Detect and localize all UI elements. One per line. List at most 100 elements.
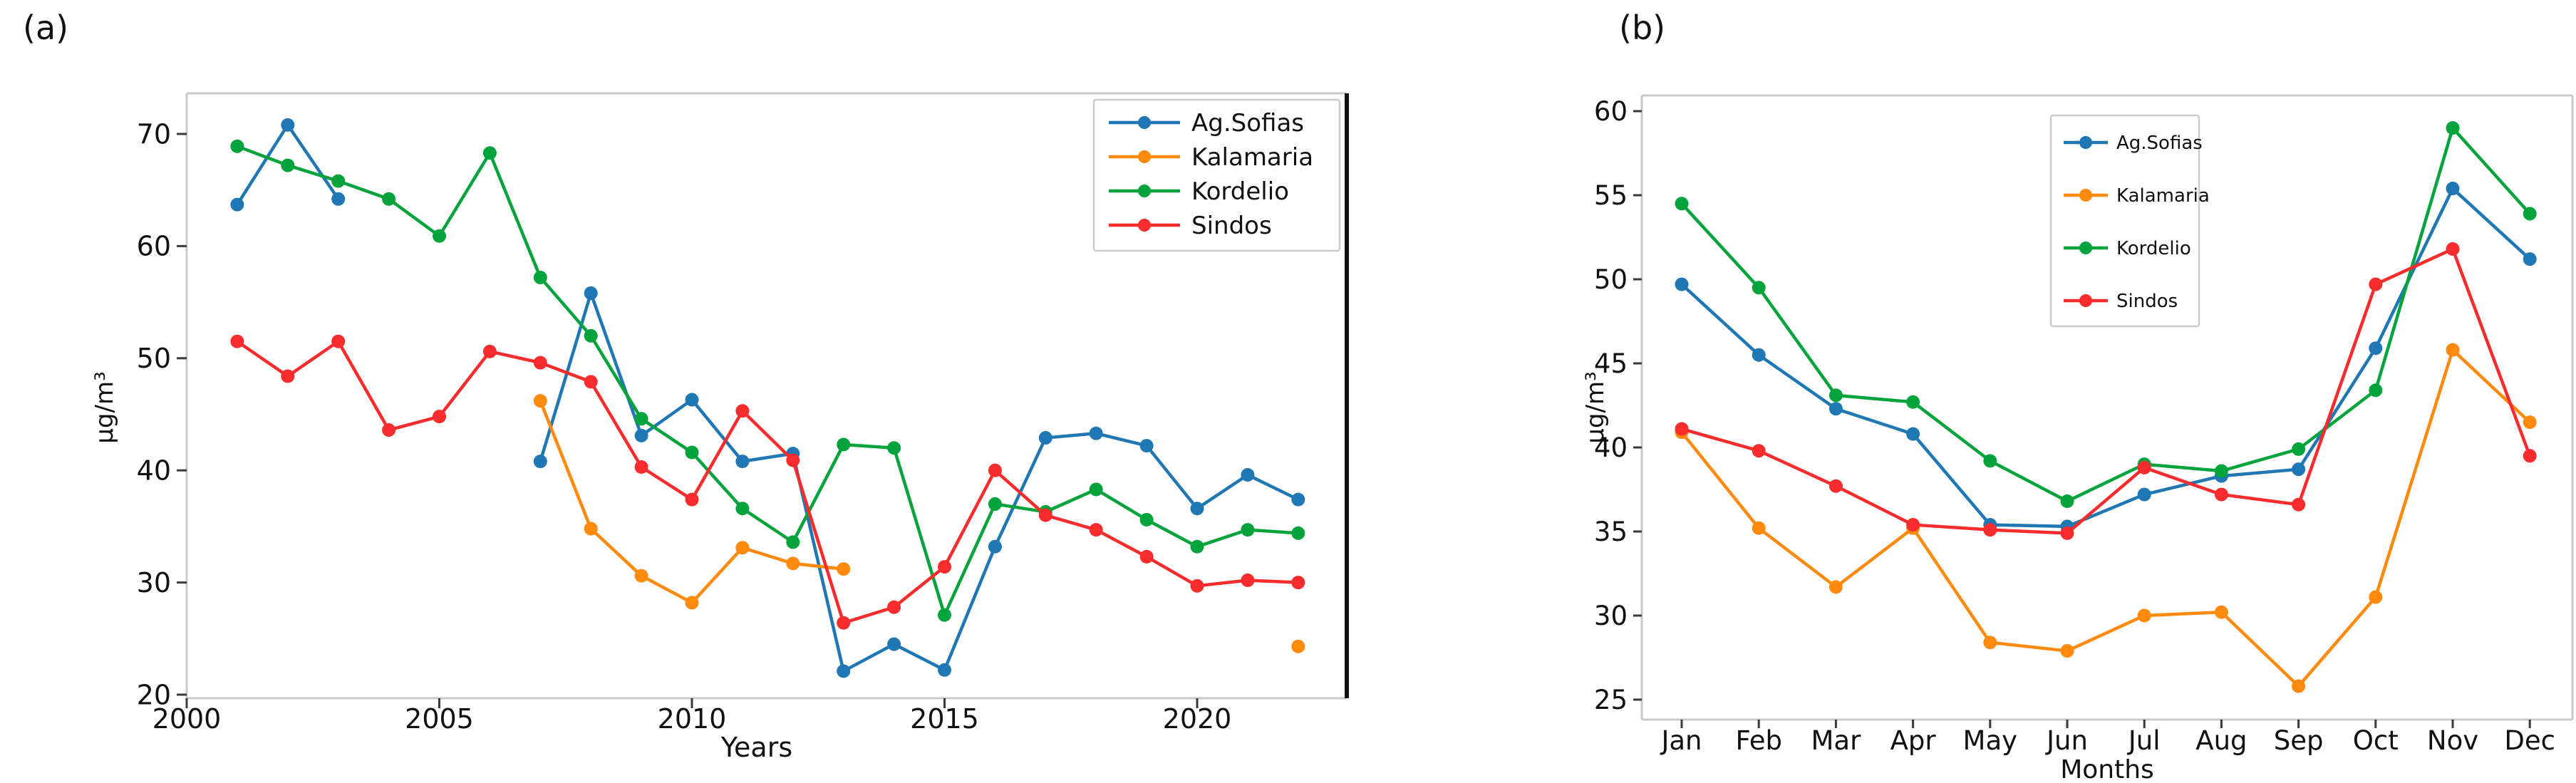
data-point-marker xyxy=(281,158,295,172)
data-point-marker xyxy=(1828,402,1843,416)
data-point-marker xyxy=(1089,523,1103,537)
data-point-marker xyxy=(1752,444,1766,458)
data-point-marker xyxy=(230,334,244,348)
x-tick-label: Aug xyxy=(2195,725,2247,756)
data-point-marker xyxy=(433,410,446,424)
series-line-ag-sofias xyxy=(230,118,1305,678)
x-tick-label: May xyxy=(1963,725,2018,756)
series-line-kordelio xyxy=(230,139,1305,622)
data-point-marker xyxy=(1291,492,1305,507)
data-point-marker xyxy=(988,539,1002,554)
data-point-marker xyxy=(887,637,901,651)
data-point-marker xyxy=(533,455,547,469)
data-point-marker xyxy=(634,460,648,474)
series-segment xyxy=(237,145,1298,617)
legend-item-label: Sindos xyxy=(1191,212,1272,240)
x-tick-label: 2010 xyxy=(658,703,727,735)
y-tick-label: 35 xyxy=(1594,517,1628,547)
legend-item-label: Sindos xyxy=(2116,291,2178,312)
data-point-marker xyxy=(1190,579,1204,593)
series-segment xyxy=(236,339,1298,625)
x-tick-label: Sep xyxy=(2274,725,2324,756)
legend-marker-icon xyxy=(1138,150,1151,163)
legend-item-label: Kalamaria xyxy=(2116,185,2210,207)
data-point-marker xyxy=(837,664,851,678)
legend-marker-icon xyxy=(1138,185,1151,197)
legend-box xyxy=(1092,98,1341,252)
y-tick-label: 30 xyxy=(1594,601,1628,631)
x-tick-label: Jul xyxy=(2127,725,2161,756)
data-point-marker xyxy=(2292,497,2306,512)
y-tick-label: 25 xyxy=(1594,685,1628,715)
data-point-marker xyxy=(433,229,446,243)
data-point-marker xyxy=(2214,605,2228,619)
y-tick-label: 60 xyxy=(1594,96,1628,127)
legend-item-label: Kalamaria xyxy=(1191,143,1313,172)
data-point-marker xyxy=(2446,182,2460,196)
data-point-marker xyxy=(634,428,648,442)
x-tick-label: 2005 xyxy=(405,703,474,735)
data-point-marker xyxy=(1675,422,1689,436)
legend-item-kalamaria: Kalamaria xyxy=(1109,143,1313,172)
data-point-marker xyxy=(685,492,699,507)
data-point-marker xyxy=(2137,608,2151,623)
data-point-marker xyxy=(2369,590,2383,604)
data-point-marker xyxy=(1241,573,1255,587)
data-point-marker xyxy=(837,562,851,576)
legend-item-kordelio: Kordelio xyxy=(2064,238,2191,259)
data-point-marker xyxy=(938,663,951,677)
data-point-marker xyxy=(735,502,750,516)
data-point-marker xyxy=(230,139,244,153)
x-tick-label: Nov xyxy=(2427,725,2478,756)
data-point-marker xyxy=(2369,383,2383,398)
panel-a-xlabel: Years xyxy=(720,732,792,763)
series-segment xyxy=(1680,348,2531,688)
legend-item-sindos: Sindos xyxy=(1109,212,1272,240)
data-point-marker xyxy=(1906,518,1920,532)
y-tick-label: 50 xyxy=(137,343,171,374)
legend-item-label: Kordelio xyxy=(1191,177,1289,206)
data-point-marker xyxy=(1291,639,1305,653)
data-point-marker xyxy=(1752,281,1766,295)
series-segment xyxy=(1680,187,2531,529)
data-point-marker xyxy=(1139,549,1154,564)
legend-marker-icon xyxy=(2079,242,2092,254)
data-point-marker xyxy=(735,404,750,418)
data-point-marker xyxy=(1190,539,1204,554)
legend-marker-icon xyxy=(1138,116,1151,129)
data-point-marker xyxy=(482,146,497,160)
data-point-marker xyxy=(1983,454,1997,468)
data-point-marker xyxy=(2523,415,2537,430)
data-point-marker xyxy=(2523,207,2537,221)
legend-item-label: Ag.Sofias xyxy=(2116,133,2203,154)
data-point-marker xyxy=(786,556,800,571)
legend-marker-icon xyxy=(2079,136,2092,149)
data-point-marker xyxy=(634,412,648,426)
y-tick-label: 40 xyxy=(1594,432,1628,463)
y-tick-label: 50 xyxy=(1594,264,1628,295)
legend-item-label: Kordelio xyxy=(2116,238,2191,259)
y-tick-label: 20 xyxy=(137,679,171,710)
data-point-marker xyxy=(1139,512,1154,527)
x-tick-label: 2000 xyxy=(152,703,222,735)
data-point-marker xyxy=(2214,464,2228,478)
x-tick-label: Apr xyxy=(1890,725,1937,756)
data-point-marker xyxy=(2523,252,2537,266)
data-point-marker xyxy=(331,174,346,188)
data-point-marker xyxy=(533,356,547,370)
data-point-marker xyxy=(382,192,396,206)
panel-b-spines xyxy=(1640,94,2574,721)
data-point-marker xyxy=(837,437,851,452)
data-point-marker xyxy=(533,270,547,284)
panel-b-ylabel: µg/m³ xyxy=(1581,371,1610,443)
data-point-marker xyxy=(988,463,1002,477)
legend-item-sindos: Sindos xyxy=(2064,291,2178,312)
series-segment xyxy=(539,291,1299,673)
legend-item-kalamaria: Kalamaria xyxy=(2064,185,2210,207)
data-point-marker xyxy=(281,369,295,383)
panel-b-xlabel: Months xyxy=(2060,755,2154,783)
data-point-marker xyxy=(634,569,648,583)
legend-box xyxy=(2049,114,2200,328)
